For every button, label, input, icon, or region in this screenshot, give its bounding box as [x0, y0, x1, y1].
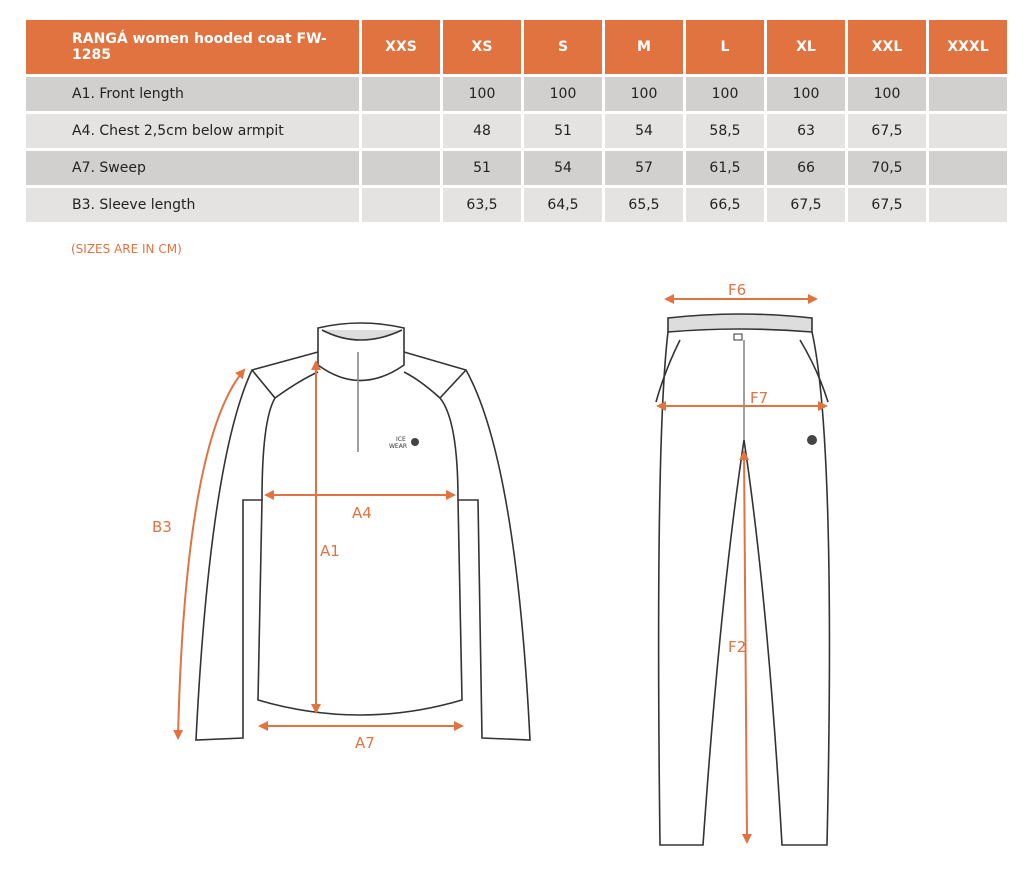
table-row: A4. Chest 2,5cm below armpit 48 51 54 58,5 63… [26, 114, 1007, 148]
measurement-value: 61,5 [686, 151, 764, 185]
measurement-value: 51 [524, 114, 602, 148]
f2-label: F2 [728, 638, 746, 656]
measurement-value: 63,5 [443, 188, 521, 222]
measurement-value: 100 [524, 77, 602, 111]
measurement-label: A1. Front length [26, 77, 359, 111]
measurement-value: 67,5 [848, 114, 926, 148]
b3-arrow [173, 368, 246, 740]
measurement-value: 51 [443, 151, 521, 185]
pants-drawing [655, 313, 831, 846]
brand-logo: ICE WEAR [389, 436, 419, 450]
table-title: RANGÁ women hooded coat FW-1285 [26, 20, 359, 74]
f7-label: F7 [750, 389, 768, 407]
size-header: XL [767, 20, 845, 74]
measurement-value: 48 [443, 114, 521, 148]
measurement-value: 100 [767, 77, 845, 111]
measurement-value [362, 114, 440, 148]
units-note: (SIZES ARE IN CM) [71, 242, 182, 256]
measurement-value: 66 [767, 151, 845, 185]
measurement-value: 63 [767, 114, 845, 148]
measurement-label: B3. Sleeve length [26, 188, 359, 222]
measurement-value: 54 [524, 151, 602, 185]
size-header: S [524, 20, 602, 74]
table-row: A1. Front length 100 100 100 100 100 100 [26, 77, 1007, 111]
pants-measurements [656, 294, 828, 844]
measurement-value: 57 [605, 151, 683, 185]
measurement-value [362, 151, 440, 185]
table-row: B3. Sleeve length 63,5 64,5 65,5 66,5 67,5 67,… [26, 188, 1007, 222]
a4-label: A4 [352, 504, 372, 522]
measurement-value: 67,5 [848, 188, 926, 222]
b3-label: B3 [152, 518, 172, 536]
table-row: A7. Sweep 51 54 57 61,5 66 70,5 [26, 151, 1007, 185]
measurement-value: 54 [605, 114, 683, 148]
measurement-label: A7. Sweep [26, 151, 359, 185]
measurement-value: 100 [848, 77, 926, 111]
measurement-value [929, 77, 1007, 111]
size-header: XS [443, 20, 521, 74]
measurement-value [362, 188, 440, 222]
measurement-value [929, 114, 1007, 148]
measurement-value [929, 188, 1007, 222]
size-header: XXL [848, 20, 926, 74]
size-header: XXS [362, 20, 440, 74]
svg-text:ICE: ICE [396, 436, 406, 443]
measurement-value: 66,5 [686, 188, 764, 222]
measurement-value [929, 151, 1007, 185]
size-chart-table: RANGÁ women hooded coat FW-1285 XXS XS S… [23, 17, 1010, 225]
measurement-value: 70,5 [848, 151, 926, 185]
f2-arrow [739, 450, 752, 844]
measurement-value: 100 [605, 77, 683, 111]
jacket-drawing [195, 322, 531, 741]
measurement-value: 100 [686, 77, 764, 111]
svg-text:WEAR: WEAR [389, 443, 407, 450]
measurement-label: A4. Chest 2,5cm below armpit [26, 114, 359, 148]
a1-label: A1 [320, 542, 340, 560]
pants-logo-icon [807, 435, 817, 445]
a7-label: A7 [355, 734, 375, 752]
size-header: M [605, 20, 683, 74]
measurement-value: 58,5 [686, 114, 764, 148]
size-header: L [686, 20, 764, 74]
f6-label: F6 [728, 281, 746, 299]
measurement-value: 65,5 [605, 188, 683, 222]
jacket-measurements [173, 360, 464, 740]
measurement-value: 64,5 [524, 188, 602, 222]
measurement-value [362, 77, 440, 111]
size-header: XXXL [929, 20, 1007, 74]
measurement-value: 67,5 [767, 188, 845, 222]
header-row: RANGÁ women hooded coat FW-1285 XXS XS S… [26, 20, 1007, 74]
measurement-value: 100 [443, 77, 521, 111]
